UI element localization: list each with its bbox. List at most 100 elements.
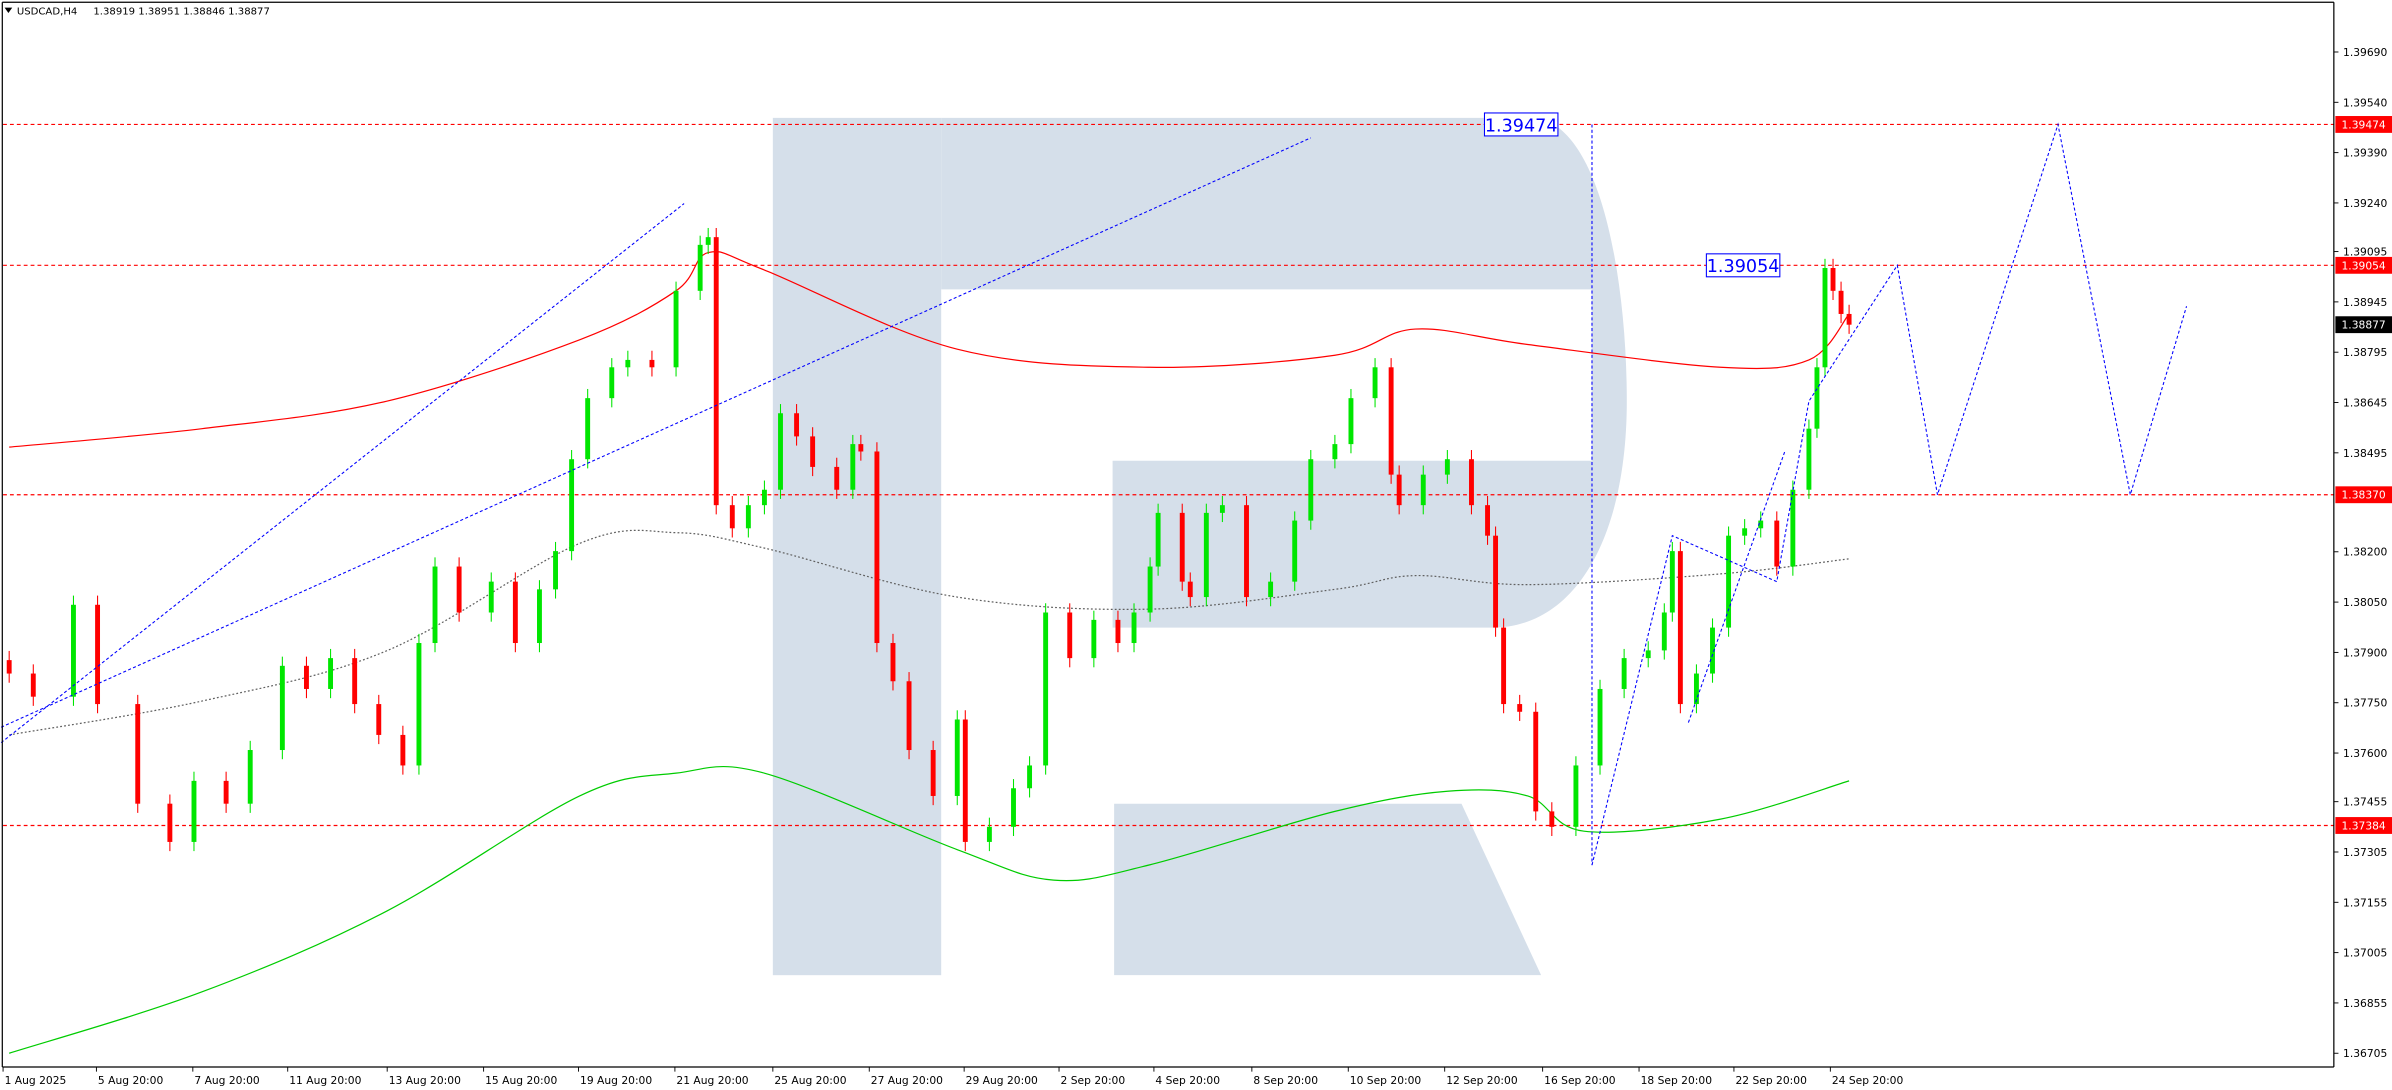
time-tick-label: 13 Aug 20:00: [389, 1074, 461, 1087]
candle-body: [1774, 520, 1780, 567]
candle-body: [1693, 673, 1699, 705]
bullish-candle: [986, 817, 992, 852]
time-tick-label: 12 Sep 20:00: [1446, 1074, 1518, 1087]
bearish-candle: [649, 350, 655, 377]
candle-body: [1091, 619, 1097, 659]
candle-body: [512, 581, 518, 644]
candle-body: [1348, 398, 1354, 445]
candle-body: [1219, 505, 1225, 513]
bearish-candle: [1838, 281, 1844, 324]
bearish-candle: [1067, 603, 1073, 668]
candle-body: [1669, 551, 1675, 613]
symbol-label: USDCAD,H4: [17, 7, 78, 18]
candle-body: [1742, 528, 1748, 536]
bullish-candle: [1822, 258, 1828, 377]
price-axis[interactable]: 1.39690 1.39540 1.39390 1.39240 1.39095 1.389…: [2333, 46, 2392, 1060]
time-tick-label: 15 Aug 20:00: [485, 1074, 557, 1087]
candle-body: [1268, 581, 1274, 598]
price-tick-label: 1.39690: [2343, 46, 2387, 59]
horizontal-levels: [3, 123, 2334, 827]
candle-body: [432, 566, 438, 644]
candle-body: [416, 643, 422, 766]
candle-body: [1332, 444, 1338, 460]
bearish-candle: [376, 694, 382, 745]
level-price-tag: [2335, 116, 2392, 133]
price-tick-label: 1.39390: [2343, 147, 2387, 160]
bearish-candle: [930, 740, 936, 806]
candle-body: [1830, 268, 1836, 291]
bullish-candle: [488, 572, 494, 622]
bearish-candle: [512, 572, 518, 653]
bullish-candle: [1693, 664, 1699, 714]
candle-body: [858, 444, 864, 452]
candle-body: [6, 660, 12, 674]
bullish-candle: [609, 358, 615, 408]
time-tick-label: 29 Aug 20:00: [966, 1074, 1038, 1087]
bullish-candle: [697, 235, 703, 301]
time-tick-label: 10 Sep 20:00: [1350, 1074, 1422, 1087]
price-tick-label: 1.39240: [2343, 197, 2387, 210]
bearish-candle: [1677, 541, 1683, 714]
bullish-candle: [1348, 388, 1354, 454]
candle-body: [906, 681, 912, 751]
candle-body: [1244, 505, 1249, 598]
bullish-candle: [1147, 557, 1153, 622]
bearish-candle: [1244, 495, 1249, 607]
bearish-candle: [810, 427, 816, 477]
candle-body: [400, 734, 406, 766]
forecast-lines: [0, 122, 2188, 866]
bearish-candle: [352, 648, 358, 714]
price-tick-label: 1.37455: [2343, 796, 2387, 809]
bullish-candle: [954, 710, 960, 806]
candle-body: [1011, 788, 1016, 827]
candle-body: [890, 643, 896, 682]
time-tick-label: 5 Aug 20:00: [98, 1074, 164, 1087]
bearish-candle: [1501, 618, 1507, 714]
price-tick-label: 1.36705: [2343, 1047, 2387, 1060]
watermark-stem: [772, 117, 942, 976]
level-price-label: 1.39474: [2341, 118, 2385, 131]
time-axis[interactable]: 1 Aug 2025 5 Aug 20:00 7 Aug 20:00 11 Aug 2…: [2, 1067, 1903, 1087]
price-tick-label: 1.37900: [2343, 646, 2387, 659]
bearish-candle: [456, 557, 462, 622]
dropdown-triangle-icon[interactable]: [4, 7, 13, 14]
time-tick-label: 2 Sep 20:00: [1061, 1074, 1126, 1087]
price-boxes: 1.39474 1.39054: [1483, 112, 1781, 278]
bearish-candle: [6, 650, 12, 683]
bearish-candle: [1846, 304, 1852, 334]
bullish-candle: [1597, 679, 1603, 775]
bullish-candle: [1444, 450, 1450, 484]
current-price-label: 1.38877: [2341, 319, 2385, 332]
candle-body: [1131, 612, 1137, 644]
bullish-candle: [279, 656, 285, 760]
candle-body: [1203, 512, 1209, 598]
bullish-candle: [1308, 450, 1314, 530]
candle-body: [954, 719, 960, 796]
candle-body: [713, 237, 719, 506]
forecast-line: [0, 203, 685, 744]
time-tick-label: 7 Aug 20:00: [194, 1074, 260, 1087]
forecast-line: [0, 137, 1311, 728]
bullish-candle: [1091, 610, 1097, 668]
candle-body: [1814, 367, 1820, 429]
bullish-candle: [1806, 419, 1812, 499]
candle-body: [794, 413, 800, 437]
price-tick-label: 1.36855: [2343, 997, 2387, 1010]
candle-body: [1501, 627, 1507, 705]
candle-body: [1444, 459, 1450, 475]
price-tick-label: 1.37155: [2343, 896, 2387, 909]
candle-body: [191, 780, 197, 842]
candle-body: [1661, 612, 1667, 651]
bearish-candle: [400, 725, 406, 775]
candle-body: [1573, 765, 1579, 827]
bullish-candle: [850, 434, 856, 499]
bearish-candle: [1517, 694, 1523, 721]
price-tick-label: 1.39095: [2343, 246, 2387, 259]
bullish-candle: [191, 771, 197, 852]
time-tick-label: 8 Sep 20:00: [1253, 1074, 1318, 1087]
candle-body: [135, 704, 141, 804]
candle-body: [761, 489, 767, 506]
bearish-candle: [223, 771, 229, 813]
candle-body: [962, 719, 968, 842]
